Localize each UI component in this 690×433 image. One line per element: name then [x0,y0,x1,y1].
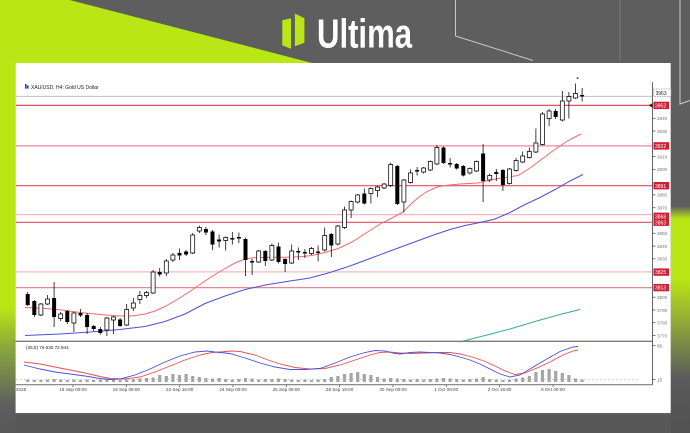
svg-text:3780: 3780 [657,321,668,326]
svg-text:3863: 3863 [655,220,666,226]
svg-text:3840: 3840 [657,244,668,249]
svg-text:19 Sep 08:00: 19 Sep 08:00 [113,387,141,392]
svg-text:22 Sep 16:00: 22 Sep 16:00 [166,387,194,392]
svg-text:3790: 3790 [657,308,668,313]
svg-text:25 Sep 08:00: 25 Sep 08:00 [273,387,301,392]
svg-text:15: 15 [657,377,663,382]
svg-text:24 Sep 00:00: 24 Sep 00:00 [219,387,247,392]
svg-text:3870: 3870 [657,206,668,211]
svg-text:30 Sep 00:00: 30 Sep 00:00 [379,387,407,392]
svg-text:3825: 3825 [655,270,666,276]
svg-text:1 Oct 08:00: 1 Oct 08:00 [434,387,458,392]
svg-text:3770: 3770 [657,333,668,338]
svg-text:3910: 3910 [657,154,668,159]
svg-text:3813: 3813 [655,286,666,292]
svg-text:3952: 3952 [655,104,666,110]
svg-text:(35,5) 76.530 72.944: (35,5) 76.530 72.944 [26,345,69,350]
svg-text:2025: 2025 [16,387,27,392]
svg-text:85: 85 [657,343,663,348]
svg-text:3830: 3830 [657,257,668,262]
svg-text:2 Oct 16:00: 2 Oct 16:00 [488,387,512,392]
svg-text:6 Oct 00:00: 6 Oct 00:00 [541,387,565,392]
svg-text:3800: 3800 [657,295,668,300]
svg-text:3880: 3880 [657,193,668,198]
svg-text:3930: 3930 [657,129,668,134]
svg-text:3940: 3940 [657,116,668,121]
svg-text:3891: 3891 [655,184,666,190]
svg-text:3963: 3963 [656,91,667,97]
svg-text:3922: 3922 [655,144,666,150]
svg-text:3850: 3850 [657,231,668,236]
svg-text:18 Sep 00:00: 18 Sep 00:00 [59,387,87,392]
svg-text:3868: 3868 [655,214,666,220]
svg-text:26 Sep 16:00: 26 Sep 16:00 [326,387,354,392]
svg-text:Ultima: Ultima [317,11,412,57]
svg-text:XAU/USD, H4: Gold US Dollar: XAU/USD, H4: Gold US Dollar [31,85,99,91]
svg-text:3900: 3900 [657,167,668,172]
